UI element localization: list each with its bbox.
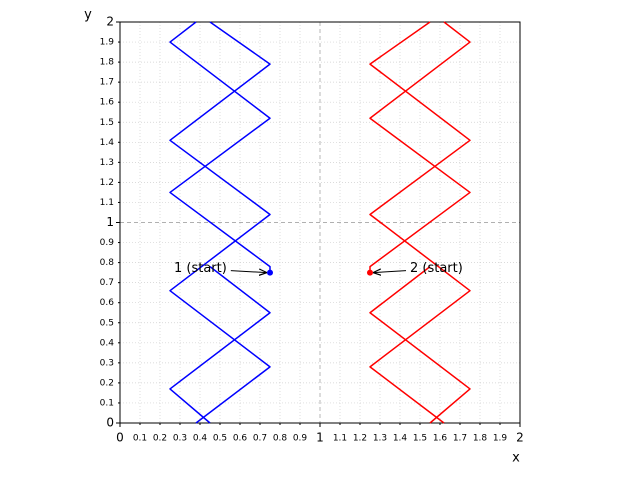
x-axis-label: x (512, 451, 520, 466)
y-tick-label: 0.5 (100, 318, 114, 328)
annotation-arrow (373, 271, 407, 273)
annotation-text: 2 (start) (410, 261, 463, 276)
y-tick-label: 1.9 (100, 38, 115, 48)
y-tick-label: 0.1 (100, 398, 114, 408)
x-tick-label: 1.3 (373, 434, 387, 444)
x-tick-label: 1.1 (333, 434, 347, 444)
x-tick-label: 1.2 (353, 434, 367, 444)
y-tick-label: 1 (106, 215, 114, 229)
y-tick-label: 1.5 (100, 118, 114, 128)
y-tick-label: 0 (106, 416, 114, 430)
y-tick-label: 1.6 (100, 98, 115, 108)
x-tick-label: 1.7 (453, 434, 467, 444)
y-tick-label: 0.4 (100, 338, 115, 348)
plot-frame (119, 21, 521, 424)
trajectory-line (369, 21, 471, 424)
x-tick-label: 1.4 (393, 434, 408, 444)
y-tick-label: 0.8 (100, 258, 115, 268)
y-tick-label: 0.6 (100, 298, 115, 308)
y-tick-label: 0.3 (100, 358, 114, 368)
x-tick-label: 1.6 (433, 434, 448, 444)
x-tick-label: 0.2 (153, 434, 167, 444)
start-marker (367, 269, 373, 276)
y-tick-label: 0.2 (100, 378, 114, 388)
y-tick-label: 2 (106, 15, 114, 29)
x-tick-label: 1.8 (473, 434, 488, 444)
x-tick-label: 0.1 (133, 434, 147, 444)
x-tick-label: 1 (316, 431, 324, 445)
x-tick-label: 0.5 (213, 434, 227, 444)
x-tick-label: 1.9 (493, 434, 508, 444)
y-tick-label: 1.7 (100, 78, 114, 88)
x-tick-label: 0 (116, 431, 124, 445)
y-tick-label: 1.2 (100, 178, 114, 188)
x-tick-label: 0.3 (173, 434, 187, 444)
x-tick-label: 0.9 (293, 434, 308, 444)
annotation-text: 1 (start) (174, 261, 227, 276)
start-marker (267, 269, 273, 276)
x-tick-label: 0.6 (233, 434, 248, 444)
x-tick-label: 2 (516, 431, 524, 445)
annotation-arrow (230, 271, 267, 273)
y-tick-label: 1.1 (100, 198, 114, 208)
x-tick-label: 0.4 (193, 434, 208, 444)
y-tick-label: 1.3 (100, 158, 114, 168)
y-tick-label: 0.9 (100, 238, 115, 248)
x-tick-label: 1.5 (413, 434, 427, 444)
trajectory-line (169, 21, 271, 424)
y-axis-label: y (84, 8, 92, 23)
x-tick-label: 0.8 (273, 434, 288, 444)
y-tick-label: 1.8 (100, 58, 115, 68)
y-tick-label: 1.4 (100, 138, 115, 148)
y-tick-label: 0.7 (100, 278, 114, 288)
x-tick-label: 0.7 (253, 434, 267, 444)
